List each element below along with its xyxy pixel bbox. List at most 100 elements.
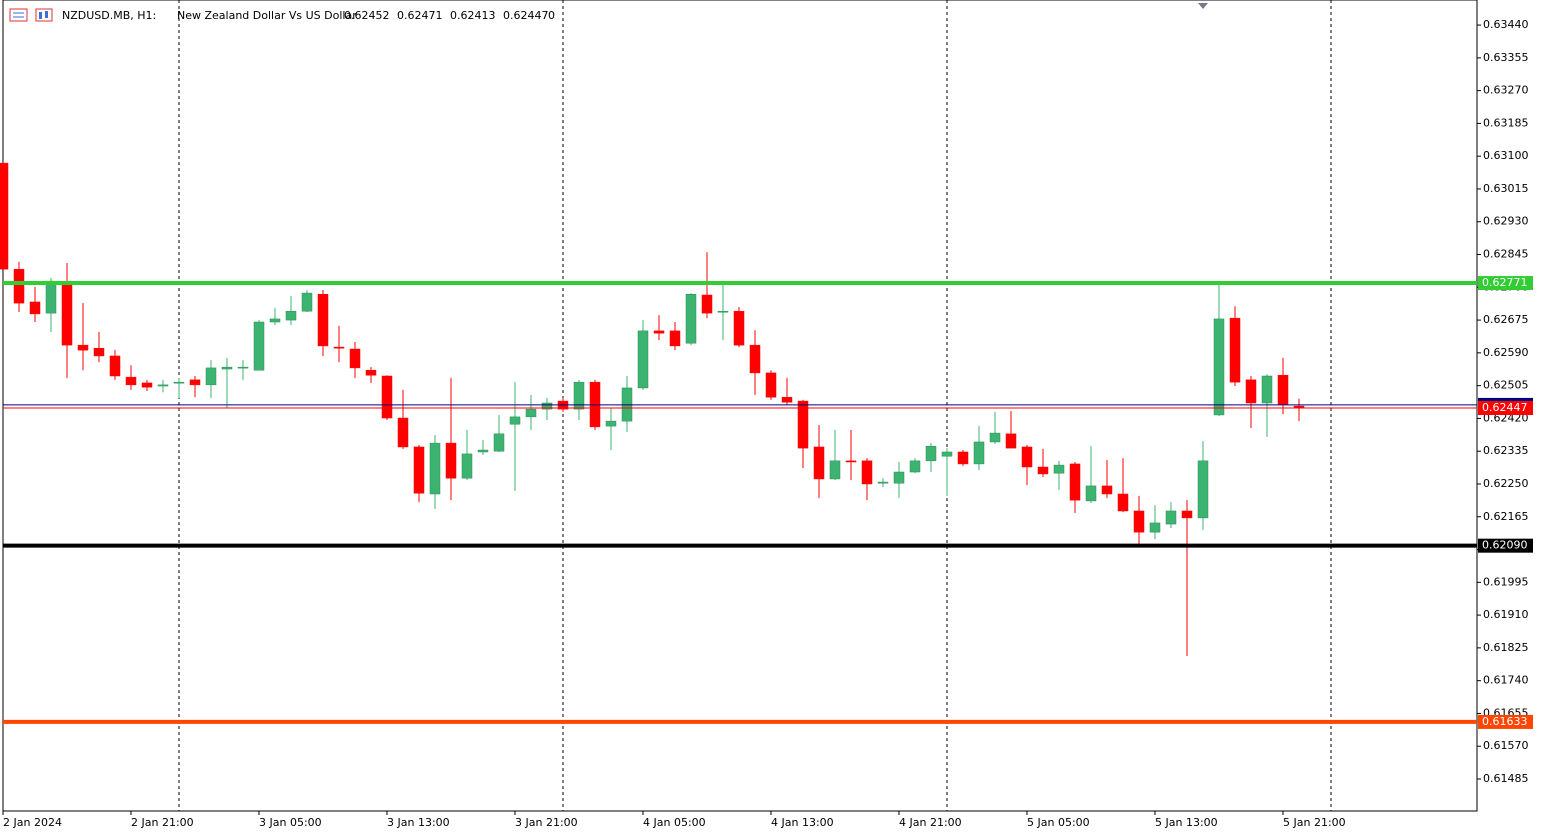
candle-body <box>765 372 777 398</box>
candle-body <box>957 451 969 465</box>
candle-body <box>477 449 489 453</box>
candle-body <box>1229 317 1241 383</box>
candle-body <box>653 330 665 334</box>
candle-body <box>285 310 297 321</box>
candle-body <box>445 442 457 479</box>
candle-body <box>381 375 393 419</box>
candle-body <box>237 366 249 369</box>
candle-body <box>429 442 441 495</box>
close-value: 0.62447 <box>503 9 549 22</box>
price-label-box <box>1478 397 1533 402</box>
candle-body <box>157 384 169 387</box>
volume-value: 0 <box>548 9 555 22</box>
y-tick-label: 0.62505 <box>1483 379 1529 392</box>
candle-body <box>349 348 361 369</box>
candle-body <box>701 294 713 314</box>
y-tick-label: 0.61910 <box>1483 608 1529 621</box>
candle-body <box>1037 466 1049 475</box>
high-value: 0.62471 <box>397 9 443 22</box>
price-label: 0.62771 <box>1482 276 1528 289</box>
y-tick-label: 0.62250 <box>1483 477 1529 490</box>
y-tick-label: 0.62675 <box>1483 313 1529 326</box>
y-tick-label: 0.61825 <box>1483 641 1529 654</box>
description: New Zealand Dollar Vs US Dollar <box>177 9 357 22</box>
candle-body <box>365 369 377 376</box>
candle-body <box>45 280 57 314</box>
candle-body <box>1053 464 1065 474</box>
candle-body <box>861 460 873 485</box>
candle-body <box>797 400 809 449</box>
y-tick-label: 0.62930 <box>1483 215 1529 228</box>
open-value: 0.62452 <box>344 9 390 22</box>
chart-icon[interactable] <box>35 8 53 22</box>
candle-body <box>461 453 473 479</box>
candle-body <box>685 293 697 344</box>
candle-body <box>509 416 521 425</box>
candle-body <box>1117 493 1129 512</box>
candle-body <box>493 433 505 452</box>
candle-body <box>781 396 793 403</box>
x-tick-label: 2 Jan 2024 <box>3 816 62 829</box>
candle-body <box>877 481 889 484</box>
price-label: 0.62447 <box>1482 401 1528 414</box>
x-tick-label: 5 Jan 05:00 <box>1027 816 1090 829</box>
price-label: 0.62090 <box>1482 539 1528 552</box>
candle-body <box>1165 510 1177 525</box>
low-value: 0.62413 <box>450 9 496 22</box>
candle-body <box>637 330 649 389</box>
candle-body <box>61 281 73 346</box>
x-tick-label: 3 Jan 13:00 <box>387 816 450 829</box>
icon-bar <box>39 12 42 19</box>
candle-body <box>717 310 729 313</box>
candle-body <box>669 330 681 347</box>
candle-body <box>1005 433 1017 449</box>
candle-body <box>205 367 217 386</box>
candle-body <box>845 460 857 463</box>
candle-body <box>1261 375 1273 404</box>
candle-body <box>541 402 553 410</box>
shift-marker[interactable] <box>1198 3 1208 9</box>
header: NZDUSD.MB, H1: New Zealand Dollar Vs US … <box>9 8 555 22</box>
candle-body <box>973 441 985 465</box>
candle-body <box>925 445 937 462</box>
candle-body <box>125 376 137 386</box>
y-tick-label: 0.61570 <box>1483 739 1529 752</box>
candle-body <box>0 162 9 270</box>
candle-body <box>893 471 905 484</box>
candle-body <box>1069 463 1081 501</box>
y-tick-label: 0.61740 <box>1483 674 1529 687</box>
y-tick-label: 0.62590 <box>1483 346 1529 359</box>
x-tick-label: 4 Jan 13:00 <box>771 816 834 829</box>
price-label: 0.61633 <box>1482 715 1528 728</box>
candle-body <box>141 382 153 388</box>
candle-body <box>1197 460 1209 519</box>
candle-body <box>13 268 25 304</box>
candle-body <box>1101 485 1113 495</box>
candle-body <box>77 344 89 351</box>
x-tick-label: 4 Jan 21:00 <box>899 816 962 829</box>
plot-frame <box>2 0 1478 812</box>
price-label-box <box>1478 276 1533 291</box>
price-label-box <box>1478 401 1533 416</box>
menu-icon[interactable] <box>9 8 28 22</box>
candle-body <box>573 381 585 410</box>
symbol: NZDUSD.MB, H1: <box>62 9 156 22</box>
x-tick-label: 2 Jan 21:00 <box>131 816 194 829</box>
y-tick-label: 0.62845 <box>1483 248 1529 261</box>
candle-body <box>109 355 121 377</box>
x-tick-label: 4 Jan 05:00 <box>643 816 706 829</box>
candle-body <box>605 420 617 427</box>
candle-body <box>829 460 841 480</box>
candle-body <box>301 292 313 312</box>
x-tick-label: 3 Jan 05:00 <box>259 816 322 829</box>
y-tick-label: 0.63015 <box>1483 182 1529 195</box>
y-tick-label: 0.63440 <box>1483 18 1529 31</box>
candle-body <box>733 310 745 346</box>
price-label-box <box>1478 714 1533 729</box>
y-tick-label: 0.61995 <box>1483 575 1529 588</box>
candle-body <box>397 417 409 448</box>
x-tick-label: 5 Jan 13:00 <box>1155 816 1218 829</box>
